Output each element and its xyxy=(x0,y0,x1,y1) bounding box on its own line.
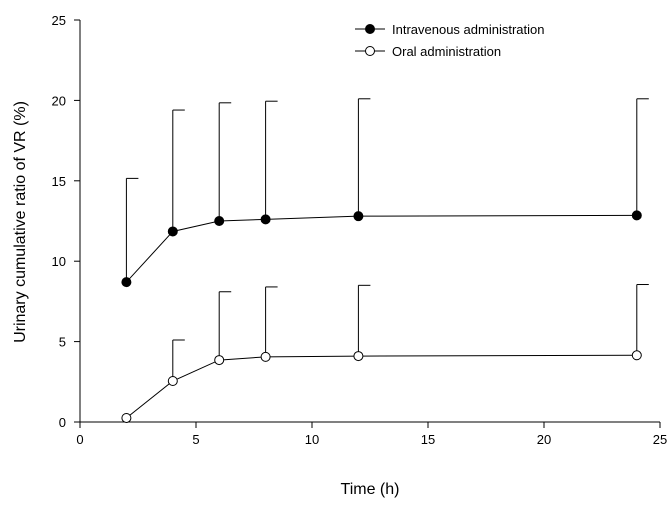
legend-label: Oral administration xyxy=(392,44,501,59)
series-points xyxy=(121,210,642,423)
open-data-point xyxy=(167,375,178,386)
open-data-point xyxy=(260,351,271,362)
filled-data-point xyxy=(121,277,132,288)
filled-data-point xyxy=(167,226,178,237)
x-tick-label: 15 xyxy=(421,432,435,447)
filled-data-point xyxy=(631,210,642,221)
y-axis-title: Urinary cumulative ratio of VR (%) xyxy=(12,101,29,343)
open-data-point xyxy=(121,412,132,423)
x-tick-label: 10 xyxy=(305,432,319,447)
x-axis-title: Time (h) xyxy=(341,481,400,498)
x-tick-label: 25 xyxy=(653,432,667,447)
filled-data-point xyxy=(353,211,364,222)
series-lines xyxy=(126,214,637,419)
filled-data-point xyxy=(214,216,225,226)
ticks: 0 5 10 15 20 25 0 5 10 15 20 25 xyxy=(52,13,668,447)
y-tick-label: 10 xyxy=(52,254,66,269)
x-tick-label: 5 xyxy=(192,432,199,447)
axes xyxy=(79,20,660,423)
legend-marker xyxy=(365,24,375,34)
legend: Intravenous administration Oral administr… xyxy=(355,22,544,59)
filled-data-point xyxy=(260,214,271,225)
y-tick-label: 25 xyxy=(52,13,66,28)
open-data-point xyxy=(353,351,364,362)
y-tick-label: 5 xyxy=(59,335,66,350)
series-line-2 xyxy=(126,354,637,419)
y-tick-label: 20 xyxy=(52,93,66,108)
open-data-point xyxy=(214,355,225,366)
open-data-point xyxy=(631,350,642,361)
x-tick-label: 0 xyxy=(76,432,83,447)
legend-marker xyxy=(365,46,375,56)
y-tick-label: 15 xyxy=(52,174,66,189)
series-line-1 xyxy=(126,214,637,283)
x-tick-label: 20 xyxy=(537,432,551,447)
y-tick-label: 0 xyxy=(59,415,66,430)
error-bars xyxy=(125,98,649,381)
legend-label: Intravenous administration xyxy=(392,22,544,37)
